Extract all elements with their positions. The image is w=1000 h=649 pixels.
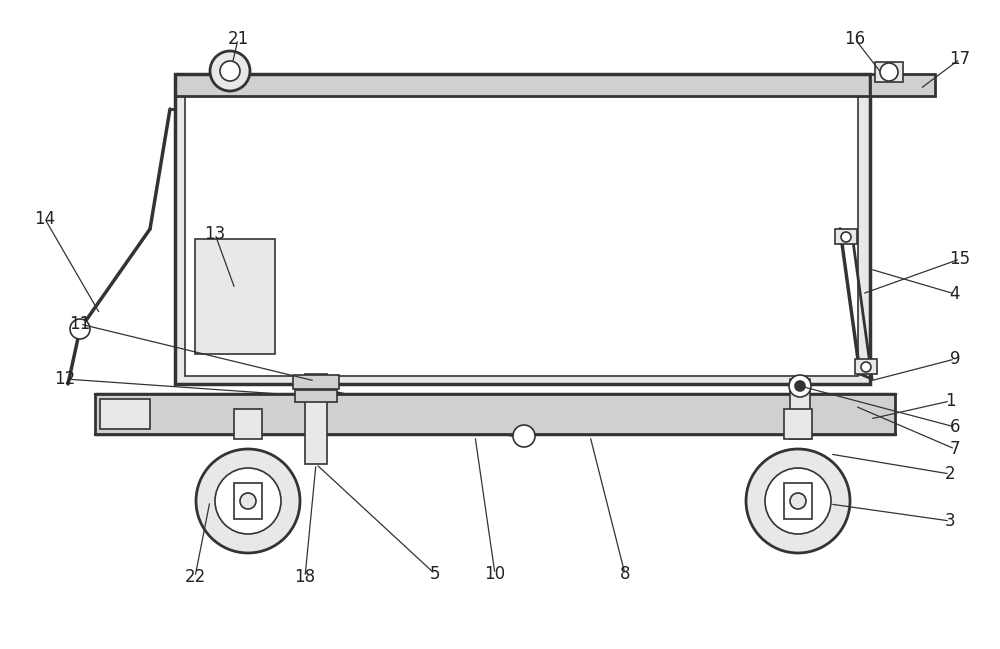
Text: 3: 3 bbox=[945, 512, 955, 530]
Bar bbox=[790, 379, 810, 439]
Circle shape bbox=[196, 449, 300, 553]
Bar bbox=[875, 62, 903, 82]
Circle shape bbox=[795, 381, 805, 391]
Text: 18: 18 bbox=[294, 568, 316, 586]
Bar bbox=[185, 92, 858, 376]
Circle shape bbox=[210, 51, 250, 91]
Circle shape bbox=[240, 493, 256, 509]
Text: 9: 9 bbox=[950, 350, 960, 368]
Bar bbox=[295, 390, 337, 402]
Circle shape bbox=[70, 319, 90, 339]
Bar bbox=[305, 374, 327, 464]
Text: 8: 8 bbox=[620, 565, 630, 583]
Bar bbox=[95, 394, 895, 434]
Text: 12: 12 bbox=[54, 370, 76, 388]
Text: 10: 10 bbox=[484, 565, 506, 583]
Bar bbox=[293, 375, 339, 389]
Circle shape bbox=[220, 61, 240, 81]
Text: 15: 15 bbox=[949, 250, 971, 268]
Text: 21: 21 bbox=[227, 30, 249, 48]
Bar bbox=[234, 483, 262, 519]
Bar bbox=[175, 74, 870, 384]
Circle shape bbox=[880, 63, 898, 81]
Text: 6: 6 bbox=[950, 418, 960, 436]
Text: 11: 11 bbox=[69, 315, 91, 333]
Text: 14: 14 bbox=[34, 210, 56, 228]
Text: 16: 16 bbox=[844, 30, 866, 48]
Bar bbox=[175, 74, 870, 96]
Bar bbox=[175, 74, 870, 384]
Circle shape bbox=[513, 425, 535, 447]
Text: 17: 17 bbox=[949, 50, 971, 68]
Bar bbox=[870, 74, 935, 96]
Text: 22: 22 bbox=[184, 568, 206, 586]
Bar bbox=[855, 359, 877, 374]
Text: 4: 4 bbox=[950, 285, 960, 303]
Text: 2: 2 bbox=[945, 465, 955, 483]
Circle shape bbox=[789, 375, 811, 397]
Text: 13: 13 bbox=[204, 225, 226, 243]
Circle shape bbox=[841, 232, 851, 242]
Bar bbox=[784, 483, 812, 519]
Circle shape bbox=[765, 468, 831, 534]
Bar bbox=[234, 409, 262, 439]
Circle shape bbox=[215, 468, 281, 534]
Bar bbox=[784, 409, 812, 439]
Bar bbox=[100, 399, 150, 429]
Text: 1: 1 bbox=[945, 392, 955, 410]
Text: 7: 7 bbox=[950, 440, 960, 458]
Text: 5: 5 bbox=[430, 565, 440, 583]
Bar bbox=[195, 239, 275, 354]
Circle shape bbox=[790, 493, 806, 509]
Bar bbox=[835, 229, 857, 244]
Circle shape bbox=[861, 362, 871, 372]
Circle shape bbox=[746, 449, 850, 553]
